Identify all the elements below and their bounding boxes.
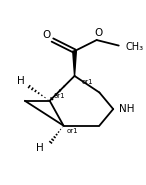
Text: O: O <box>43 30 51 40</box>
Text: NH: NH <box>119 104 134 114</box>
Text: O: O <box>94 28 102 38</box>
Text: H: H <box>17 76 25 86</box>
Text: or1: or1 <box>54 93 65 99</box>
Text: H: H <box>36 143 44 153</box>
Polygon shape <box>73 51 76 76</box>
Text: CH₃: CH₃ <box>126 42 144 52</box>
Text: or1: or1 <box>81 79 93 85</box>
Text: or1: or1 <box>66 128 78 134</box>
